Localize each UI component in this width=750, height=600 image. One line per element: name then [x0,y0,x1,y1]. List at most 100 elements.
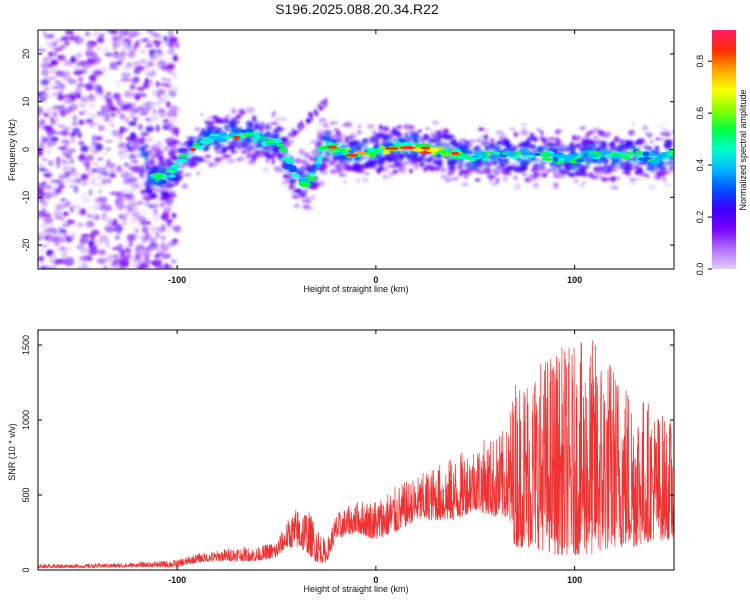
heatmap-cell [285,160,295,164]
heatmap-cell [145,79,153,83]
heatmap-cell [52,117,60,121]
heatmap-cell [520,122,528,127]
heatmap-cell [168,169,174,174]
heatmap-cell [663,143,670,149]
colorbar-tick-label: 0.2 [695,211,705,224]
heatmap-cell [111,129,119,137]
heatmap-cell [668,168,674,173]
heatmap-cell [119,265,125,269]
heatmap-cell [138,137,144,144]
heatmap-cell [344,163,352,169]
heatmap-cell [534,167,538,174]
heatmap-cell [345,157,354,163]
heatmap-cell [141,226,150,234]
heatmap-cell [639,140,643,147]
spectrogram-x-tick-label: 0 [373,275,378,285]
heatmap-cell [663,162,669,167]
heatmap-cell [43,92,51,99]
heatmap-cell [237,108,246,115]
heatmap-cell [50,69,55,75]
heatmap-cell [663,139,673,145]
heatmap-cell [611,140,616,146]
heatmap-cell [171,238,179,245]
heatmap-cell [209,120,215,125]
heatmap-cell [155,217,160,224]
heatmap-cell [489,138,495,143]
heatmap-cell [143,152,150,156]
heatmap-cell [655,137,660,141]
heatmap-cell [467,161,472,167]
heatmap-cell [660,132,664,136]
heatmap-cell [465,142,473,149]
heatmap-cell [648,184,657,190]
heatmap-cell [612,144,616,151]
heatmap-cell [157,59,167,68]
heatmap-cell [607,165,613,172]
heatmap-cell [152,208,158,213]
heatmap-cell [268,134,276,140]
heatmap-cell [282,173,289,179]
heatmap-cell [290,177,298,184]
heatmap-cell [45,107,56,115]
heatmap-cell [102,204,113,212]
heatmap-cell [38,249,46,254]
heatmap-cell [44,34,53,39]
heatmap-cell [513,131,519,138]
heatmap-cell [421,140,426,143]
heatmap-cell [163,196,169,200]
heatmap-cell [274,165,280,173]
heatmap-cell [483,167,491,171]
heatmap-cell [59,246,67,251]
heatmap-cell [582,138,590,142]
heatmap-cell [486,174,496,180]
heatmap-cell [100,112,105,121]
heatmap-cell [497,162,504,169]
heatmap-cell [134,250,142,258]
heatmap-cell [259,121,266,126]
heatmap-peak [190,147,197,152]
heatmap-cell [154,101,161,106]
heatmap-cell [440,150,446,155]
heatmap-cell [62,203,68,208]
heatmap-cell [95,45,101,52]
heatmap-cell [158,144,164,148]
heatmap-cell [105,177,112,184]
heatmap-cell [170,189,176,195]
heatmap-cell [171,106,180,112]
heatmap-cell [414,130,423,134]
heatmap-cell [52,50,58,57]
heatmap-cell [128,121,137,127]
heatmap-cell [154,33,163,40]
heatmap-cell [78,140,85,146]
heatmap-cell [100,152,109,156]
heatmap-cell [208,139,214,143]
heatmap-cell [118,132,123,141]
heatmap-cell [123,148,128,154]
heatmap-cell [154,40,161,48]
heatmap-cell [120,77,131,82]
heatmap-cell [145,165,150,170]
heatmap-cell [40,79,50,86]
heatmap-cell [492,168,501,175]
heatmap-cell [600,177,609,182]
spectrogram-y-ticks: -20 -10 0 10 20 [21,49,674,252]
heatmap-cell [513,174,518,181]
heatmap-cell [80,179,89,187]
heatmap-cell [167,174,176,178]
heatmap-cell [408,168,414,174]
heatmap-cell [155,124,160,133]
heatmap-cell [244,146,254,150]
heatmap-cell [153,172,164,178]
heatmap-cell [288,131,292,137]
heatmap-cell [60,250,68,258]
heatmap-cell [343,180,347,185]
heatmap-cell [122,103,132,109]
heatmap-cell [85,44,95,49]
heatmap-peak [420,146,431,150]
heatmap-cell [547,136,553,141]
snr-y-tick-label: 500 [21,487,31,502]
heatmap-cell [489,143,493,150]
heatmap-cell [168,141,177,145]
heatmap-cell [469,157,477,162]
heatmap-cell [85,118,94,124]
